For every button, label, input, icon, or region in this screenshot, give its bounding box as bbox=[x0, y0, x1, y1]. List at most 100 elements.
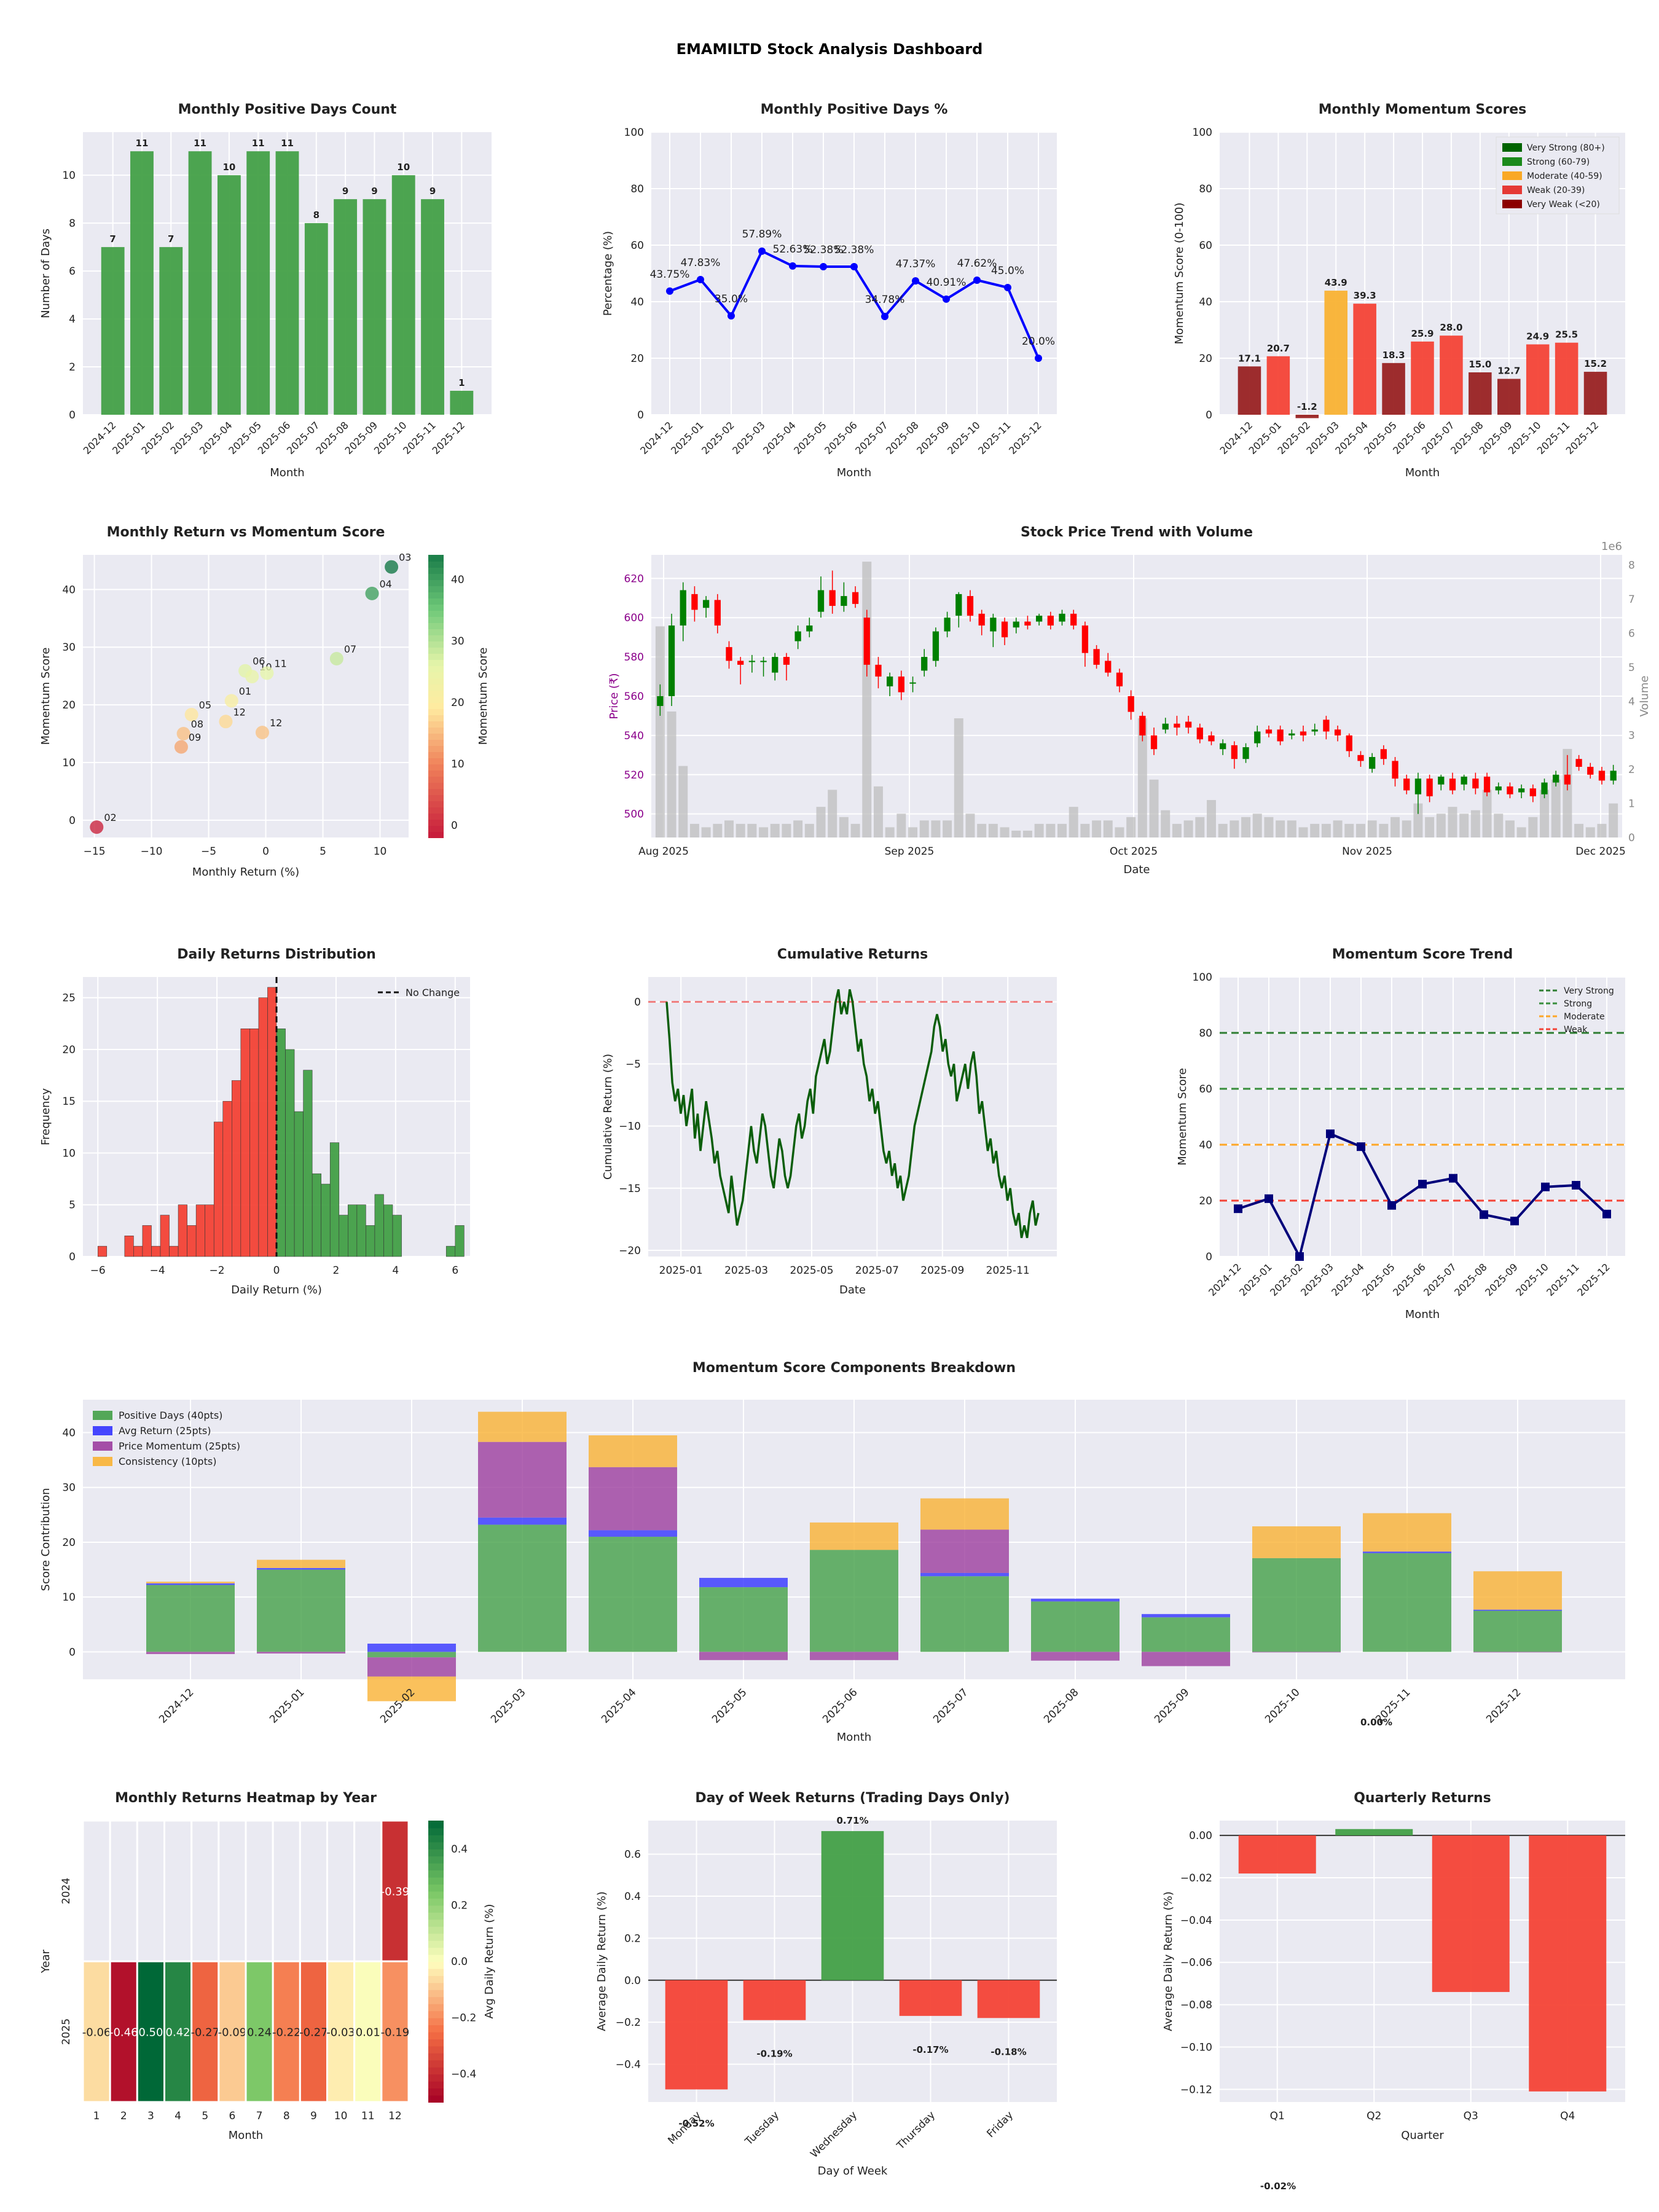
histogram-bin bbox=[195, 1204, 205, 1257]
x-tick-label: 10 bbox=[334, 2110, 348, 2122]
volume-bar bbox=[816, 807, 826, 837]
bar bbox=[159, 247, 183, 415]
colorbar-segment bbox=[428, 2074, 444, 2082]
candle-body bbox=[1598, 771, 1606, 781]
candle-body bbox=[887, 677, 893, 687]
stacked-bar-segment bbox=[367, 1652, 456, 1658]
y-tick-label: 20 bbox=[62, 699, 76, 712]
histogram-bin bbox=[294, 1111, 304, 1257]
bar bbox=[304, 223, 328, 415]
stacked-bar-segment bbox=[589, 1435, 677, 1467]
y-axis-label: Average Daily Return (%) bbox=[595, 1891, 608, 2031]
volume-bar bbox=[1505, 820, 1515, 837]
chart-title: Day of Week Returns (Trading Days Only) bbox=[695, 1790, 1010, 1806]
candle-body bbox=[1346, 735, 1352, 751]
colorbar-segment bbox=[428, 604, 444, 611]
chart-title: Daily Returns Distribution bbox=[177, 947, 376, 962]
cell-label: -0.27 bbox=[190, 2026, 219, 2039]
legend-label: Weak (20-39) bbox=[1527, 186, 1585, 195]
data-point bbox=[881, 313, 888, 321]
data-label: 17.1 bbox=[1238, 353, 1261, 364]
histogram-bin bbox=[169, 1245, 179, 1257]
data-point bbox=[697, 275, 704, 283]
colorbar-segment bbox=[428, 702, 444, 709]
stacked-bar-segment bbox=[1142, 1617, 1230, 1652]
cell-label: -0.06 bbox=[82, 2026, 111, 2039]
bar bbox=[188, 151, 212, 415]
y-axis-label: Price (₹) bbox=[608, 673, 621, 719]
y-tick-label: 100 bbox=[624, 127, 644, 139]
data-point bbox=[1234, 1204, 1242, 1214]
candle-body bbox=[1461, 776, 1467, 785]
colorbar-segment bbox=[428, 1982, 444, 1990]
colorbar-segment bbox=[428, 1848, 444, 1857]
candle-body bbox=[1093, 649, 1100, 665]
candle-body bbox=[1495, 786, 1502, 791]
stacked-bar-segment bbox=[257, 1559, 345, 1568]
point-label: 05 bbox=[199, 699, 211, 711]
stacked-bar-segment bbox=[367, 1657, 456, 1677]
y-tick-label: 620 bbox=[624, 573, 644, 585]
y-tick-label: 40 bbox=[1199, 296, 1212, 308]
y2-tick-label: 2 bbox=[1628, 764, 1635, 776]
x-tick-label: −2 bbox=[210, 1265, 225, 1277]
candle-body bbox=[794, 631, 801, 641]
y-tick-label: −0.4 bbox=[616, 2058, 641, 2071]
volume-bar bbox=[908, 827, 918, 837]
x-tick-label: −5 bbox=[201, 845, 216, 858]
y-tick-label: −20 bbox=[619, 1245, 641, 1257]
colorbar-segment bbox=[428, 2088, 444, 2096]
colorbar-segment bbox=[428, 721, 444, 728]
stacked-bar-segment bbox=[920, 1572, 1009, 1577]
heatmap-cell bbox=[218, 1819, 247, 1963]
bar bbox=[1238, 1835, 1316, 1874]
colorbar-segment bbox=[428, 1968, 444, 1976]
colorbar-segment bbox=[428, 1996, 444, 2004]
legend-label: Strong bbox=[1564, 999, 1592, 1009]
y-tick-label: 20 bbox=[1199, 1195, 1212, 1207]
candle-body bbox=[841, 596, 847, 606]
x-axis-label: Daily Return (%) bbox=[231, 1284, 322, 1296]
y-tick-label: 6 bbox=[69, 265, 76, 278]
volume-bar bbox=[1563, 748, 1572, 837]
data-label: -0.18% bbox=[990, 2046, 1026, 2057]
data-label: -0.17% bbox=[912, 2044, 948, 2055]
volume-bar bbox=[839, 817, 849, 837]
stacked-bar-segment bbox=[1031, 1598, 1120, 1602]
cell-label: 0.50 bbox=[138, 2026, 163, 2039]
volume-bar bbox=[850, 823, 860, 837]
y-tick-label: −10 bbox=[619, 1121, 641, 1133]
y2-axis-label: Volume bbox=[1638, 676, 1651, 717]
y-axis-label: Momentum Score bbox=[39, 648, 52, 745]
histogram-bin bbox=[267, 987, 277, 1257]
heatmap-cell bbox=[82, 1960, 111, 2103]
colorbar-segment bbox=[428, 751, 444, 758]
bar bbox=[665, 1980, 728, 2090]
histogram-bin bbox=[348, 1204, 358, 1257]
colorbar-segment bbox=[428, 782, 444, 789]
stacked-bar-segment bbox=[1252, 1558, 1341, 1652]
candle-body bbox=[1070, 613, 1077, 626]
stacked-bar-segment bbox=[699, 1652, 788, 1660]
bar bbox=[1469, 372, 1492, 415]
data-label: 35.0% bbox=[715, 293, 748, 305]
colorbar-segment bbox=[428, 653, 444, 660]
volume-bar bbox=[1379, 823, 1389, 837]
data-point bbox=[758, 247, 766, 255]
candle-body bbox=[1208, 735, 1215, 742]
volume-bar bbox=[1333, 820, 1343, 837]
colorbar-segment bbox=[428, 635, 444, 641]
colorbar-segment bbox=[428, 1841, 444, 1849]
colorbar-segment bbox=[428, 665, 444, 672]
stacked-bar-segment bbox=[920, 1576, 1009, 1652]
histogram-bin bbox=[455, 1225, 465, 1257]
candle-body bbox=[1369, 757, 1376, 769]
x-tick-label: 2025-01 bbox=[659, 1265, 703, 1277]
colorbar-segment bbox=[428, 1989, 444, 1998]
volume-bar bbox=[1367, 820, 1377, 837]
colorbar-segment bbox=[428, 1947, 444, 1955]
cell-label: -0.19 bbox=[381, 2026, 410, 2039]
candle-body bbox=[1483, 776, 1491, 793]
histogram-bin bbox=[240, 1028, 250, 1257]
x-axis-label: Day of Week bbox=[818, 2165, 888, 2178]
